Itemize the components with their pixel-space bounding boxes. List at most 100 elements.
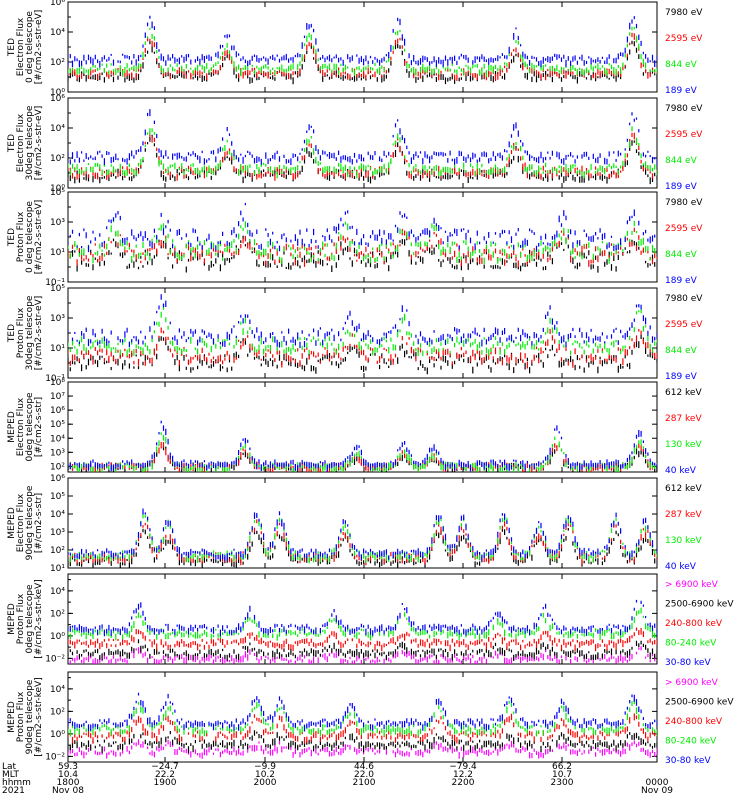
y-axis-label: MEPEDProton Flux90deg telescope[#/cm2-s-… <box>7 677 44 756</box>
y-tick-label: 10⁰ <box>50 184 65 194</box>
legend-label: 130 keV <box>665 440 702 450</box>
y-tick-label: 10³ <box>50 314 65 324</box>
panel-frame <box>67 671 658 763</box>
time-tick-mlt: 22.2 <box>155 770 175 780</box>
y-tick-label: 10⁰ <box>50 88 65 98</box>
legend-label: 2500-6900 keV <box>665 600 734 610</box>
y-label-line: MEPED <box>7 701 17 733</box>
y-tick-label: 10⁰ <box>50 632 65 642</box>
y-tick-label: 10² <box>50 546 65 556</box>
y-tick-label: 10⁶ <box>50 406 65 416</box>
time-axis-row-label: 2021 <box>2 786 25 796</box>
y-tick-label: 10⁴ <box>50 434 65 444</box>
series-0-points <box>68 134 657 185</box>
legend-label: 7980 eV <box>665 104 703 114</box>
y-tick-label: 10⁴ <box>50 685 65 695</box>
series-3-points <box>68 508 657 562</box>
y-label-line: Proton Flux <box>16 307 26 358</box>
y-tick-label: 10⁶ <box>50 94 65 104</box>
series-0-points <box>68 739 657 759</box>
y-axis-label: TEDElectron Flux30deg telescope[#/cm2-s-… <box>7 105 44 180</box>
panel-3: 10⁻¹ 10¹ 10³ 10⁵ TEDProton Flux0 deg telesco… <box>7 188 703 288</box>
time-tick-lat: −79.4 <box>449 762 477 772</box>
y-label-line: [#/cm2-s-str-eV] <box>34 106 44 181</box>
y-tick-label: 10¹ <box>50 344 65 354</box>
time-tick-mlt: 10.2 <box>255 770 275 780</box>
panel-frame <box>67 477 658 569</box>
legend-label: 80-240 keV <box>665 639 717 649</box>
time-tick-hhmm: 0000 <box>646 778 669 788</box>
legend-label: > 6900 keV <box>665 678 719 688</box>
panel-6: 10¹ 10² 10³ 10⁴ 10⁵ 10⁶ MEPEDElectron Flux90de… <box>7 474 702 574</box>
y-tick-label: 10⁶ <box>50 474 65 484</box>
legend-label: 189 eV <box>665 86 698 96</box>
legend-label: 40 keV <box>665 466 697 476</box>
time-tick-mlt: 10.4 <box>58 770 78 780</box>
legend-label: 7980 eV <box>665 198 703 208</box>
legend-label: 844 eV <box>665 156 698 166</box>
time-tick-hhmm: 2000 <box>254 778 277 788</box>
y-tick-label: 10⁻² <box>45 752 65 762</box>
y-tick-label: 10⁴ <box>50 124 65 134</box>
y-axis-label: TEDProton Flux0 deg telescope[#/cm2-s-st… <box>7 200 44 275</box>
y-tick-label: 10⁵ <box>50 492 65 502</box>
data-points <box>68 508 657 568</box>
y-label-line: Electron Flux <box>16 113 26 172</box>
legend-label: 240-800 keV <box>665 717 723 727</box>
data-points <box>68 15 657 85</box>
panel-8: 10⁻² 10⁰ 10² 10⁴ MEPEDProton Flux90deg teles… <box>7 671 734 766</box>
y-label-line: 90deg telescope <box>25 679 35 754</box>
legend-label: 2595 eV <box>665 224 703 234</box>
legend-label: 2500-6900 keV <box>665 698 734 708</box>
legend-label: 2595 eV <box>665 130 703 140</box>
y-tick-label: 10⁵ <box>50 188 65 198</box>
series-3-points <box>68 294 657 349</box>
y-label-line: Proton Flux <box>16 211 26 262</box>
y-tick-label: 10⁴ <box>50 28 65 38</box>
y-label-line: 0 deg telescope <box>25 11 35 83</box>
data-points <box>68 203 657 273</box>
y-tick-label: 10⁸ <box>50 378 65 388</box>
y-tick-label: 10⁻² <box>45 654 65 664</box>
panel-5: 10² 10³ 10⁴ 10⁵ 10⁶ 10⁷ 10⁸ MEPEDElectron Flux0… <box>7 378 702 476</box>
y-label-line: [#/cm2-s-str-keV] <box>34 677 44 756</box>
y-label-line: TED <box>7 324 17 343</box>
legend-label: 844 eV <box>665 250 698 260</box>
legend-label: 7980 eV <box>665 8 703 18</box>
y-tick-label: 10³ <box>50 218 65 228</box>
legend-label: 2595 eV <box>665 320 703 330</box>
y-tick-label: 10² <box>50 154 65 164</box>
data-points <box>68 294 657 375</box>
y-label-line: [#/cm2-s-str] <box>34 397 44 457</box>
series-1-points <box>68 327 657 369</box>
y-tick-label: 10² <box>50 609 65 619</box>
legend-label: 240-800 keV <box>665 619 723 629</box>
y-label-line: 0deg telescope <box>25 584 35 654</box>
panel-1: 10⁰ 10² 10⁴ 10⁶ TEDElectron Flux0 deg telesc… <box>7 0 703 98</box>
time-axis-row-label: hhmm <box>2 778 31 788</box>
legend-label: 612 keV <box>665 484 702 494</box>
time-tick-date: Nov 08 <box>52 786 84 796</box>
y-tick-label: 10⁶ <box>50 0 65 8</box>
y-label-line: Electron Flux <box>16 397 26 456</box>
y-label-line: MEPED <box>7 507 17 539</box>
y-tick-label: 10⁴ <box>50 587 65 597</box>
y-label-line: 0 deg telescope <box>25 201 35 273</box>
time-tick-hhmm: 2200 <box>452 778 475 788</box>
series-3-points <box>68 607 657 641</box>
y-label-line: [#/cm2-s-str-keV] <box>34 579 44 658</box>
y-label-line: [#/cm2-s-str] <box>34 493 44 553</box>
time-tick-hhmm: 1800 <box>57 778 80 788</box>
y-label-line: TED <box>7 134 17 153</box>
time-tick-date: Nov 09 <box>641 786 673 796</box>
series-2-points <box>68 627 657 652</box>
data-points <box>68 109 657 185</box>
time-tick-hhmm: 1900 <box>154 778 177 788</box>
y-axis-label: MEPEDElectron Flux0deg telescope[#/cm2-s… <box>7 392 44 462</box>
legend-label: 30-80 keV <box>665 756 711 766</box>
y-tick-label: 10⁷ <box>50 392 65 402</box>
y-tick-label: 10⁰ <box>50 730 65 740</box>
y-label-line: 0deg telescope <box>25 392 35 462</box>
legend-label: 844 eV <box>665 346 698 356</box>
